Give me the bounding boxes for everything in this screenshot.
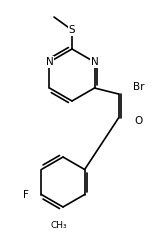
Text: F: F [24,190,29,199]
Text: N: N [91,57,98,67]
Text: S: S [69,25,75,35]
Text: Br: Br [133,82,144,92]
Text: N: N [46,57,53,67]
Text: CH₃: CH₃ [51,221,67,230]
Text: O: O [134,116,143,126]
